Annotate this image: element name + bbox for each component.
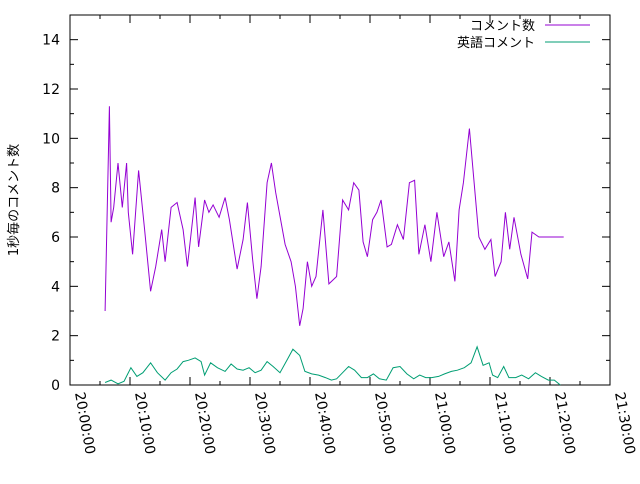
y-tick-label: 0	[51, 378, 60, 394]
legend-label-2: 英語コメント	[457, 35, 535, 51]
y-tick-label: 14	[42, 33, 60, 49]
x-tick-label: 20:10:00	[131, 391, 158, 456]
series-line-2	[104, 345, 561, 386]
x-tick-label: 20:40:00	[311, 391, 338, 456]
x-tick-label: 20:30:00	[251, 391, 278, 456]
y-tick-label: 8	[51, 181, 60, 197]
plot-frame	[69, 14, 611, 386]
y-tick-label: 10	[42, 131, 60, 147]
x-tick-label: 21:00:00	[431, 391, 458, 456]
legend-label-1: コメント数	[470, 19, 535, 34]
x-tick-label: 21:10:00	[491, 391, 518, 456]
x-tick-label: 20:20:00	[191, 391, 218, 456]
y-tick-label: 4	[51, 279, 60, 295]
y-axis-label: 1秒毎のコメント数	[6, 144, 22, 256]
x-tick-label: 21:30:00	[611, 391, 638, 456]
x-tick-label: 20:50:00	[371, 391, 398, 456]
series-line-1	[104, 106, 564, 326]
y-tick-label: 2	[51, 329, 60, 345]
x-tick-label: 20:00:00	[71, 391, 98, 456]
y-tick-label: 6	[51, 230, 60, 246]
x-tick-label: 21:20:00	[551, 391, 578, 456]
y-tick-label: 12	[42, 82, 60, 98]
